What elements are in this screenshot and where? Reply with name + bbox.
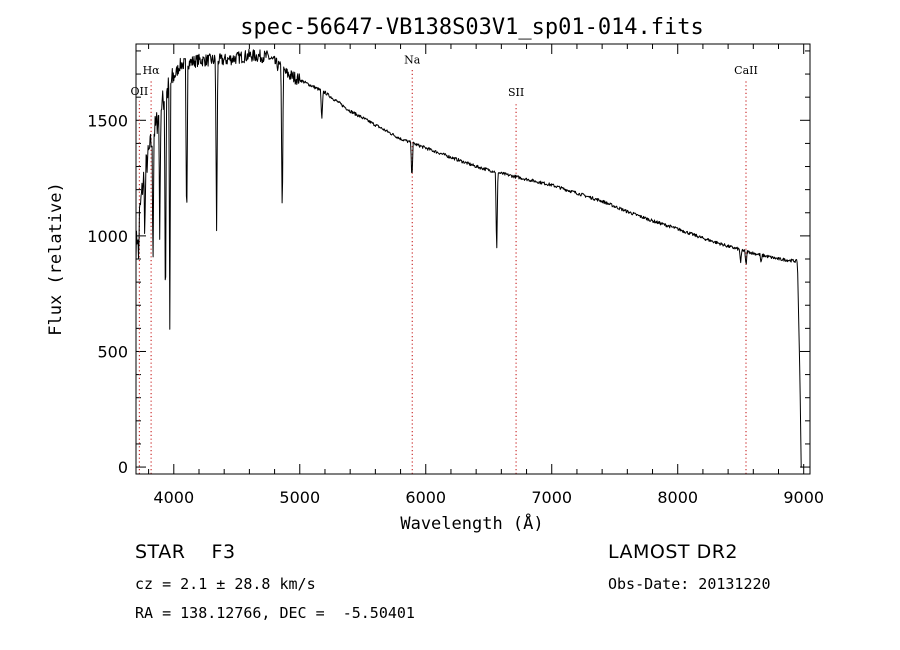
observation-date: Obs-Date: 20131220 bbox=[608, 575, 771, 593]
coordinates: RA = 138.12766, DEC = -5.50401 bbox=[135, 604, 415, 622]
x-axis-label: Wavelength (Å) bbox=[400, 512, 543, 534]
axis-ticks bbox=[136, 44, 810, 474]
survey-name: LAMOST DR2 bbox=[608, 541, 738, 563]
plot-frame bbox=[135, 43, 811, 475]
spectrum-chart: spec-56647-VB138S03V1_sp01-014.fits 4000… bbox=[46, 15, 824, 534]
spectrum-line bbox=[135, 48, 803, 468]
line-markers: Hα OII Na SII CaII bbox=[131, 54, 758, 474]
spectrum-series bbox=[135, 48, 803, 468]
x-tick-label: 8000 bbox=[657, 488, 698, 507]
x-tick-label: 5000 bbox=[279, 488, 320, 507]
marker-label: SII bbox=[508, 86, 524, 99]
marker-label: Na bbox=[404, 54, 421, 67]
marker-label: OII bbox=[131, 85, 149, 98]
chart-title: spec-56647-VB138S03V1_sp01-014.fits bbox=[240, 15, 704, 40]
y-tick-label: 500 bbox=[97, 342, 128, 361]
x-tick-label: 6000 bbox=[405, 488, 446, 507]
marker-label: CaII bbox=[734, 64, 758, 77]
axis-tick-labels: 4000 5000 6000 7000 8000 9000 0 500 1000 1500 bbox=[87, 111, 824, 507]
x-tick-label: 4000 bbox=[153, 488, 194, 507]
x-tick-label: 7000 bbox=[531, 488, 572, 507]
y-axis-label: Flux (relative) bbox=[46, 182, 66, 336]
marker-label: Hα bbox=[143, 64, 161, 77]
object-class: STAR F3 bbox=[135, 541, 236, 563]
y-tick-label: 0 bbox=[118, 458, 128, 477]
y-tick-label: 1500 bbox=[87, 111, 128, 130]
x-tick-label: 9000 bbox=[783, 488, 824, 507]
y-tick-label: 1000 bbox=[87, 227, 128, 246]
redshift-velocity: cz = 2.1 ± 28.8 km/s bbox=[135, 575, 316, 593]
